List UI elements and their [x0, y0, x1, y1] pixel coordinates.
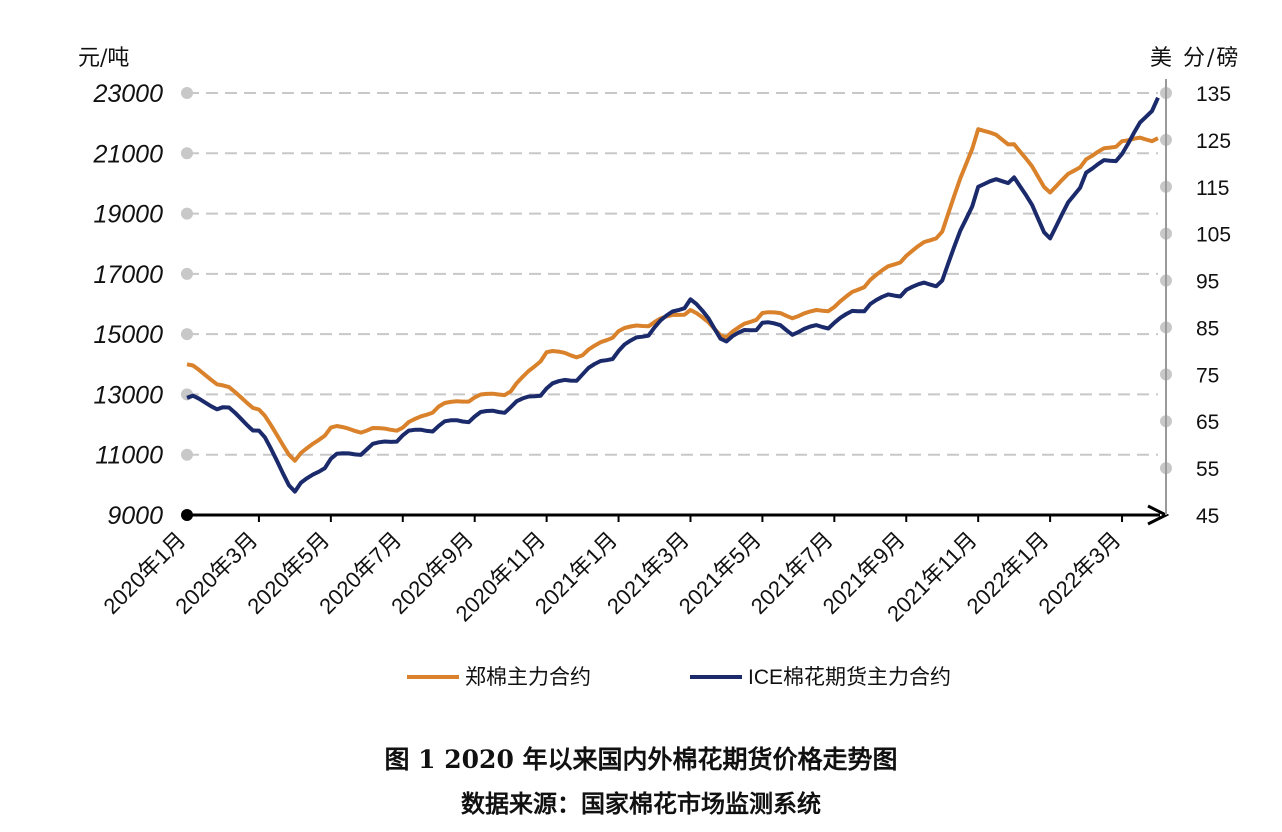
right-tick-label: 65 [1196, 411, 1219, 434]
right-axis-ticks: 135 125 115 105 95 85 75 65 55 45 [1196, 83, 1231, 528]
right-tick-label: 105 [1196, 224, 1231, 247]
grid-dot [181, 328, 193, 341]
left-axis-unit: 元/吨 [78, 46, 130, 71]
left-tick-label: 11000 [95, 442, 163, 470]
left-tick-label: 23000 [92, 80, 163, 108]
right-tick-label: 125 [1196, 130, 1231, 153]
left-tick-label: 13000 [93, 381, 163, 409]
left-tick-label: 19000 [93, 201, 163, 229]
axes [181, 79, 1170, 526]
figure-title: 图 1 2020 年以来国内外棉花期货价格走势图 [384, 745, 898, 774]
grid-lines [181, 87, 1172, 475]
figure-source: 数据来源：国家棉花市场监测系统 [461, 789, 821, 818]
series-line [186, 127, 1159, 463]
left-tick-label: 17000 [93, 261, 163, 289]
legend-label: 郑棉主力合约 [465, 666, 591, 689]
left-tick-label: 9000 [107, 502, 163, 530]
series-lines [186, 96, 1160, 494]
grid-dot [181, 207, 193, 220]
axis-origin-dot [181, 509, 193, 521]
legend: 郑棉主力合约 ICE棉花期货主力合约 [407, 666, 951, 689]
right-tick-label: 95 [1196, 271, 1219, 294]
left-tick-label: 15000 [93, 321, 163, 349]
x-axis-ticks: 2020年1月2020年3月2020年5月2020年7月2020年9月2020年… [98, 515, 1126, 626]
right-axis-unit: 美 分/磅 [1150, 46, 1241, 71]
grid-dot [181, 147, 193, 160]
right-tick-label: 55 [1196, 458, 1219, 481]
grid-dot [181, 267, 193, 280]
right-tick-label: 45 [1196, 505, 1219, 528]
grid-dot [181, 87, 193, 99]
right-tick-label: 135 [1196, 83, 1231, 106]
right-tick-label: 115 [1196, 177, 1229, 200]
grid-dot [181, 448, 193, 461]
left-axis-ticks: 23000 21000 19000 17000 15000 13000 11000 9000 [92, 80, 163, 530]
left-tick-label: 21000 [92, 140, 163, 168]
right-tick-label: 85 [1196, 317, 1219, 340]
series-line [186, 96, 1160, 494]
legend-label: ICE棉花期货主力合约 [748, 666, 951, 689]
right-tick-label: 75 [1196, 364, 1219, 387]
